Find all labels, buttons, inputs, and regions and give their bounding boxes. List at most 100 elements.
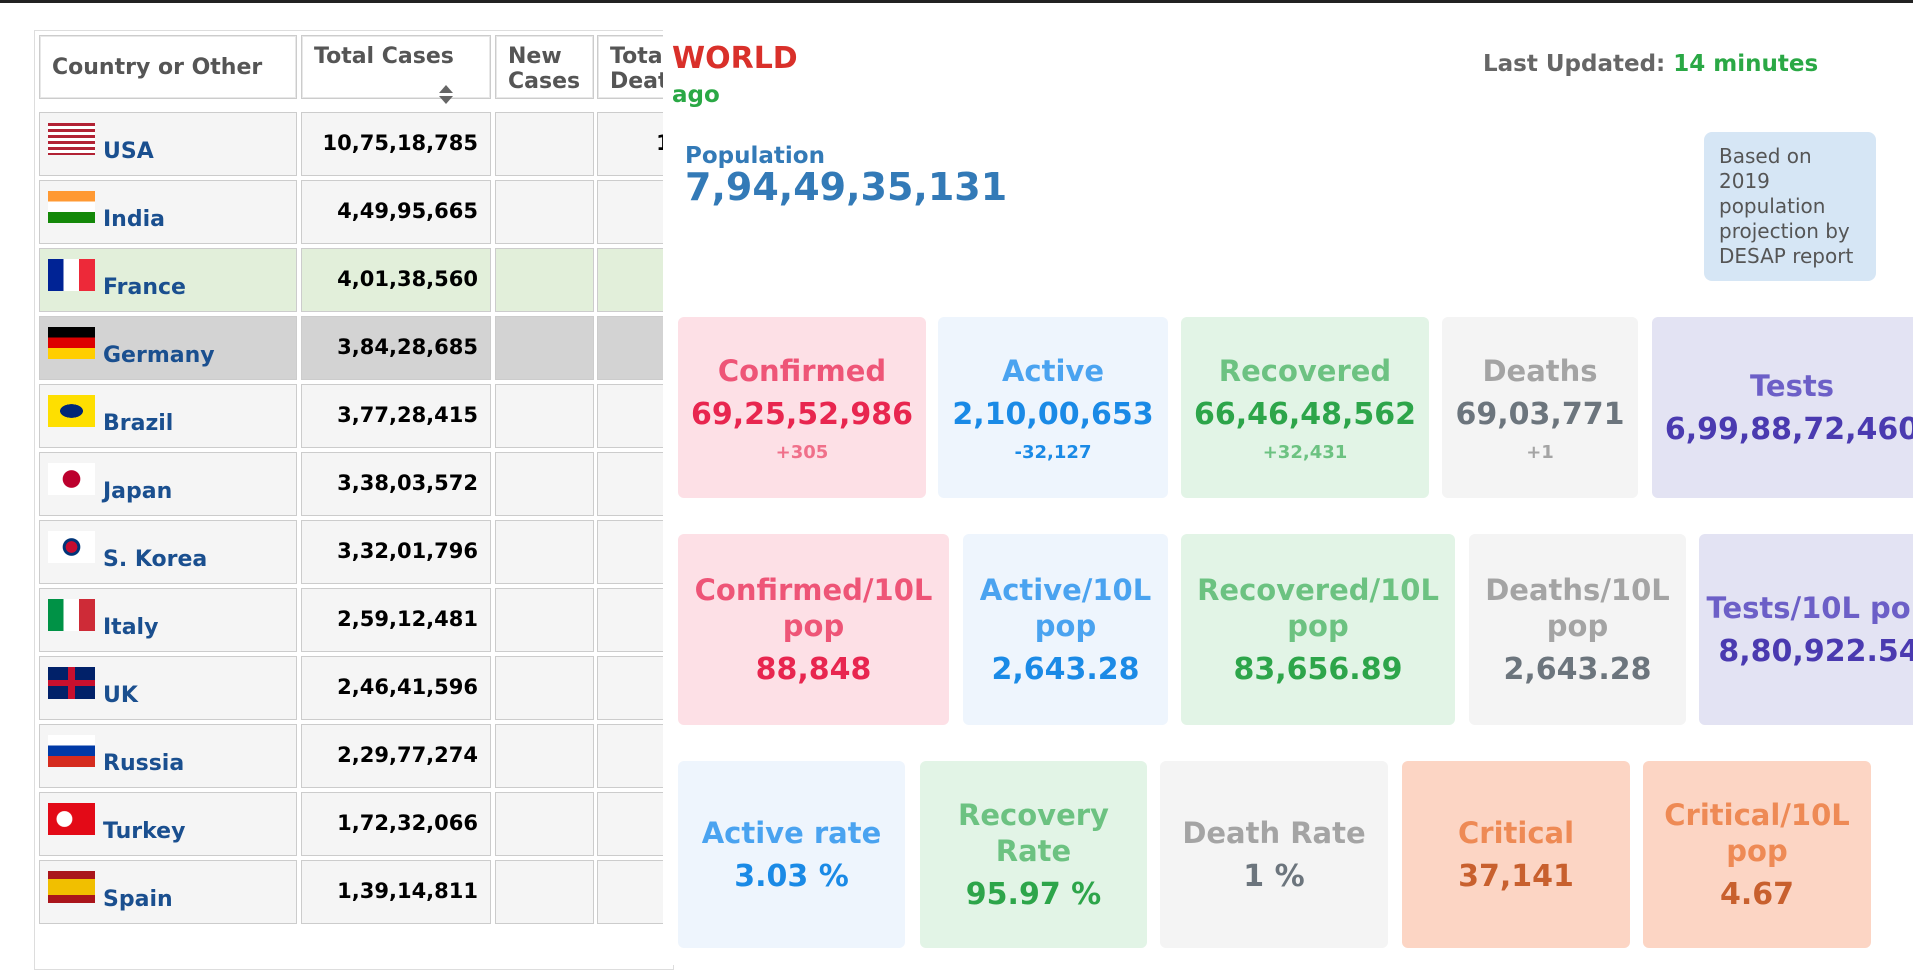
- stat-label: Active: [1001, 353, 1104, 388]
- new-cases: [495, 588, 594, 652]
- stat-change: +305: [775, 441, 829, 463]
- stat-label: Tests/10L pop: [1706, 591, 1913, 625]
- new-cases: [495, 452, 594, 516]
- column-header[interactable]: New Cases: [495, 35, 594, 99]
- total-cases: 2,46,41,596: [301, 656, 491, 720]
- total-cases: 2,59,12,481: [301, 588, 491, 652]
- stat-value: 8,80,922.54: [1718, 634, 1913, 669]
- country-cell: India: [39, 180, 297, 244]
- flag: [48, 123, 95, 155]
- stat-label: Confirmed/10L pop: [694, 573, 933, 643]
- sort-icon: [439, 85, 453, 93]
- total-cases: 4,01,38,560: [301, 248, 491, 312]
- country-name[interactable]: Russia: [103, 751, 185, 776]
- stat-card: Active rate 3.03 %: [678, 761, 905, 948]
- total-cases: 10,75,18,785: [301, 112, 491, 176]
- flag: [48, 395, 95, 427]
- flag: [48, 735, 95, 767]
- stat-value: 37,141: [1458, 859, 1574, 894]
- total-cases: 4,49,95,665: [301, 180, 491, 244]
- stat-value: 83,656.89: [1233, 652, 1403, 687]
- stat-card: Active/10L pop 2,643.28: [963, 534, 1168, 725]
- country-cell: France: [39, 248, 297, 312]
- stat-card: Recovered/10L pop 83,656.89: [1181, 534, 1455, 725]
- stat-label: Active/10L pop: [979, 573, 1152, 643]
- flag: [48, 871, 95, 903]
- stat-label: Critical/10L pop: [1664, 798, 1850, 868]
- country-name[interactable]: Turkey: [103, 819, 186, 844]
- flag: [48, 599, 95, 631]
- stat-label: Active rate: [701, 816, 882, 850]
- stat-label: Critical: [1457, 816, 1575, 850]
- new-cases: [495, 724, 594, 788]
- country-cell: UK: [39, 656, 297, 720]
- stat-change: +1: [1526, 441, 1554, 463]
- country-name[interactable]: Japan: [103, 479, 173, 504]
- country-name[interactable]: Italy: [103, 615, 159, 640]
- stat-card: Death Rate 1 %: [1160, 761, 1388, 948]
- top-border: [0, 0, 1913, 3]
- flag: [48, 191, 95, 223]
- new-cases: [495, 384, 594, 448]
- world-title: WORLD: [672, 41, 798, 76]
- stat-card: Confirmed/10L pop 88,848: [678, 534, 949, 725]
- country-cell: S. Korea: [39, 520, 297, 584]
- total-cases: 3,32,01,796: [301, 520, 491, 584]
- stat-change: +32,431: [1262, 441, 1348, 463]
- updated-label: Last Updated:: [1483, 51, 1666, 77]
- country-name[interactable]: USA: [103, 139, 154, 164]
- country-name[interactable]: India: [103, 207, 165, 232]
- country-name[interactable]: S. Korea: [103, 547, 208, 572]
- world-panel: WORLD Last Updated: 14 minutes ago Popul…: [663, 3, 1913, 965]
- stat-value: 6,99,88,72,460: [1664, 412, 1913, 447]
- stat-card: Deaths/10L pop 2,643.28: [1469, 534, 1686, 725]
- stat-value: 95.97 %: [965, 877, 1102, 912]
- country-cell: Italy: [39, 588, 297, 652]
- total-cases: 3,77,28,415: [301, 384, 491, 448]
- stat-card: Critical/10L pop 4.67: [1643, 761, 1871, 948]
- stat-value: 2,643.28: [991, 652, 1140, 687]
- flag: [48, 667, 95, 699]
- total-cases: 2,29,77,274: [301, 724, 491, 788]
- stat-label: Confirmed: [717, 353, 887, 388]
- country-name[interactable]: France: [103, 275, 186, 300]
- new-cases: [495, 520, 594, 584]
- stat-card: Deaths 69,03,771 +1: [1442, 317, 1638, 498]
- updated-value: 14 minutes: [1673, 51, 1819, 77]
- country-cell: USA: [39, 112, 297, 176]
- new-cases: [495, 792, 594, 856]
- stat-change: -32,127: [1014, 441, 1092, 463]
- total-cases: 3,38,03,572: [301, 452, 491, 516]
- country-name[interactable]: Spain: [103, 887, 173, 912]
- new-cases: [495, 860, 594, 924]
- total-cases: 3,84,28,685: [301, 316, 491, 380]
- population-label: Population: [685, 143, 825, 169]
- stat-value: 69,25,52,986: [690, 396, 914, 432]
- population-note: Based on 2019 population projection by D…: [1704, 132, 1876, 281]
- stat-card: Recovery Rate 95.97 %: [920, 761, 1147, 948]
- flag: [48, 463, 95, 495]
- country-cell: Germany: [39, 316, 297, 380]
- stat-value: 2,10,00,653: [952, 396, 1154, 432]
- stat-card: Confirmed 69,25,52,986 +305: [678, 317, 926, 498]
- country-name[interactable]: Germany: [103, 343, 215, 368]
- stat-value: 66,46,48,562: [1193, 396, 1417, 432]
- flag: [48, 259, 95, 291]
- flag: [48, 327, 95, 359]
- country-name[interactable]: UK: [103, 683, 138, 708]
- stat-label: Deaths/10L pop: [1485, 573, 1670, 643]
- country-name[interactable]: Brazil: [103, 411, 174, 436]
- new-cases: [495, 316, 594, 380]
- country-cell: Russia: [39, 724, 297, 788]
- stat-value: 2,643.28: [1503, 652, 1652, 687]
- new-cases: [495, 180, 594, 244]
- column-header: Country or Other: [39, 35, 297, 99]
- column-header[interactable]: Total Cases: [301, 35, 491, 99]
- flag: [48, 803, 95, 835]
- country-cell: Japan: [39, 452, 297, 516]
- new-cases: [495, 112, 594, 176]
- stat-value: 69,03,771: [1455, 396, 1625, 432]
- stat-value: 4.67: [1719, 877, 1795, 912]
- stat-label: Tests: [1750, 369, 1834, 403]
